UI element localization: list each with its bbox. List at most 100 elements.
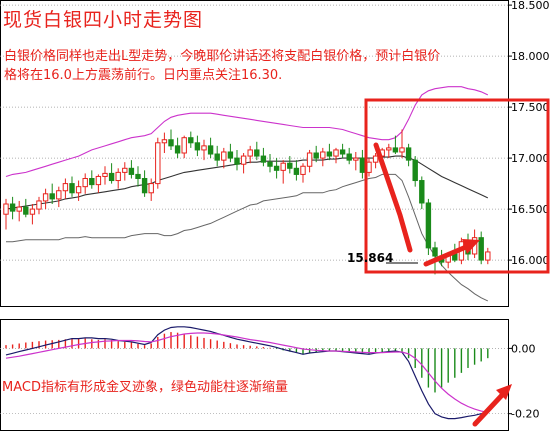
candle-body (36, 200, 42, 210)
candle-body (194, 142, 201, 151)
candle-body (267, 161, 273, 167)
candle-body (188, 137, 194, 144)
candle-body (221, 151, 227, 161)
candle-body (181, 137, 187, 154)
candle-body (122, 167, 128, 173)
highlights (364, 98, 550, 427)
candle-body (326, 151, 333, 157)
candle-body (287, 162, 293, 169)
candle-body (214, 153, 220, 161)
macd-grid (0, 319, 509, 431)
candle-body (141, 178, 148, 194)
candle-body (300, 165, 306, 175)
macd-histogram (5, 332, 489, 393)
candle-body (320, 151, 326, 159)
candle-body (306, 152, 313, 167)
macd-lines (5, 326, 488, 420)
candle-body (128, 167, 135, 175)
candle-body (82, 178, 88, 188)
annotation-line-1: 白银价格同样也走出L型走势，今晚耶伦讲话还将支配白银价格，预计白银价 (4, 49, 441, 64)
candle-body (42, 193, 49, 202)
candle-body (359, 157, 366, 173)
candle-body (247, 149, 253, 157)
candle-body (313, 152, 319, 159)
main-grid (0, 0, 509, 307)
macd-arrow-head (496, 384, 512, 400)
candle-body (155, 142, 161, 185)
candle-body (135, 173, 141, 179)
macd-panel-frame (0, 319, 509, 431)
candle-body (108, 172, 115, 182)
price-panel-frame (0, 0, 509, 307)
candle-body (234, 157, 240, 165)
macd-tick-label: -0.20 (511, 408, 539, 421)
macd-tick-label: 0.00 (511, 342, 536, 355)
candle-body (161, 139, 168, 144)
trend-arrow-up-head (462, 239, 480, 254)
candle-body (49, 193, 55, 200)
candle-body (412, 159, 418, 182)
annotation-line-2: 格将在16.0上方震荡前行。日内重点关注16.30. (4, 68, 283, 83)
candle-body (174, 145, 181, 154)
price-axis: 18.500 18.000 17.500 17.000 16.500 16.000 (508, 0, 550, 267)
low-price-label: 15.864 (347, 251, 393, 265)
macd-dea-line (5, 332, 488, 413)
candle-body (115, 171, 121, 182)
candle-body (29, 208, 36, 215)
trend-arrow-down (373, 142, 413, 253)
candles (3, 129, 491, 275)
price-tick-label: 16.000 (511, 254, 550, 267)
price-tick-label: 16.500 (511, 203, 550, 216)
candle-body (485, 251, 491, 261)
candle-body (432, 247, 438, 257)
price-tick-label: 18.000 (511, 50, 550, 63)
macd-arrow-shaft (472, 390, 507, 427)
candle-body (399, 147, 405, 153)
candle-body (478, 237, 484, 261)
candle-body (392, 147, 399, 153)
candle-body (201, 145, 207, 151)
candle-body (293, 167, 300, 175)
candle-body (346, 153, 352, 161)
highlight-box (364, 98, 550, 274)
candle-body (148, 183, 154, 194)
candle-body (95, 175, 102, 186)
candle-body (240, 155, 247, 165)
candle-body (56, 190, 62, 200)
boll-lower-line (6, 173, 489, 302)
candle-body (23, 206, 29, 215)
candle-body (168, 139, 174, 147)
candle-body (254, 149, 260, 157)
candle-body (280, 162, 286, 171)
candle-body (260, 155, 267, 163)
candle-body (333, 149, 339, 157)
candle-body (419, 180, 425, 204)
macd-axis: 0.00 -0.20 (508, 342, 539, 421)
candle-body (16, 206, 22, 212)
candle-body (425, 202, 432, 249)
candle-body (3, 203, 9, 215)
macd-annotation: MACD指标有形成金叉迹象，绿色动能柱逐渐缩量 (2, 380, 288, 395)
candle-body (372, 155, 379, 163)
candle-body (405, 147, 412, 161)
price-tick-label: 17.000 (511, 152, 550, 165)
macd-dif-line (5, 326, 488, 420)
candle-body (386, 147, 392, 151)
chart-title: 现货白银四小时走势图 (3, 9, 204, 31)
candle-body (69, 183, 75, 194)
trend-arrow-up-shaft (423, 244, 469, 267)
candle-body (227, 151, 234, 159)
candle-body (353, 157, 359, 161)
candle-body (75, 186, 82, 194)
candle-body (89, 178, 95, 186)
boll-upper-line (5, 86, 489, 178)
candle-body (207, 145, 214, 155)
candle-body (102, 172, 108, 177)
price-tick-label: 17.500 (511, 101, 550, 114)
candle-body (339, 149, 346, 155)
candle-body (273, 165, 280, 171)
candle-body (9, 203, 16, 212)
price-tick-label: 18.500 (511, 0, 550, 12)
candle-body (62, 183, 69, 192)
